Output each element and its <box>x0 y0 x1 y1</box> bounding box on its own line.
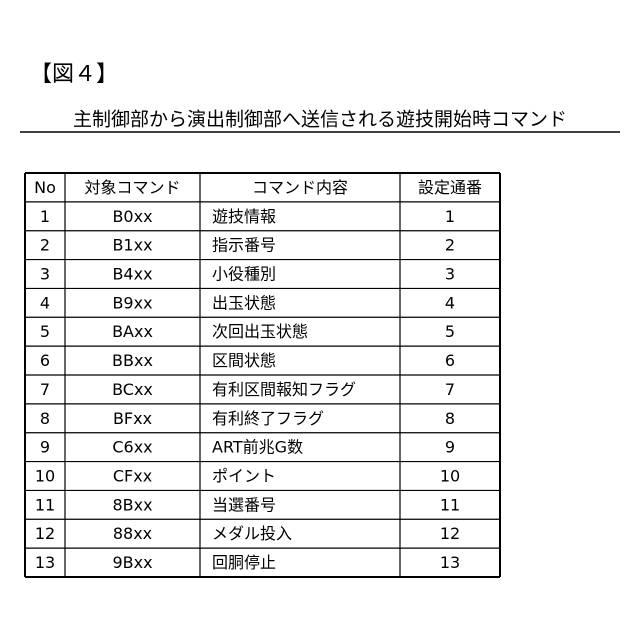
table-cell: 2 <box>445 236 455 255</box>
figure-label: 【図４】 <box>30 62 118 87</box>
header-cell: コマンド内容 <box>252 178 348 197</box>
table-cell: BFxx <box>113 409 152 428</box>
table-cell: BBxx <box>112 351 153 370</box>
table-cell: 有利区間報知フラグ <box>212 380 356 399</box>
table-cell: 小役種別 <box>212 265 276 284</box>
table-cell: 遊技情報 <box>212 207 276 226</box>
table-cell: B9xx <box>112 293 152 312</box>
table-cell: 8Bxx <box>112 495 152 514</box>
table-cell: 5 <box>40 322 50 341</box>
table-cell: 13 <box>440 553 460 572</box>
header-cell: No <box>34 178 56 197</box>
table-cell: 1 <box>40 207 50 226</box>
table-cell: 11 <box>35 495 55 514</box>
table-cell: 出玉状態 <box>212 293 276 312</box>
table-cell: 1 <box>445 207 455 226</box>
table-cell: 11 <box>440 495 460 514</box>
table-cell: 10 <box>35 467 55 486</box>
table-cell: ART前兆G数 <box>212 438 303 457</box>
table-cell: 指示番号 <box>212 236 276 255</box>
table-cell: 7 <box>445 380 455 399</box>
table-cell: BCxx <box>112 380 153 399</box>
table-cell: BAxx <box>112 322 153 341</box>
table-cell: 8 <box>40 409 50 428</box>
table-cell: 10 <box>440 467 460 486</box>
table-cell: ポイント <box>212 467 276 486</box>
table-cell: 2 <box>40 236 50 255</box>
table-cell: 9 <box>40 438 50 457</box>
table-cell: 区間状態 <box>212 351 276 370</box>
table-cell: 回胴停止 <box>212 553 276 572</box>
table-cell: 8 <box>445 409 455 428</box>
table-cell: 4 <box>445 293 455 312</box>
table-cell: B4xx <box>112 265 152 284</box>
table-cell: 有利終了フラグ <box>212 409 324 428</box>
table-cell: 13 <box>35 553 55 572</box>
table-cell: B0xx <box>112 207 152 226</box>
table-cell: 12 <box>440 524 460 543</box>
table-cell: メダル投入 <box>212 524 292 543</box>
table-cell: 5 <box>445 322 455 341</box>
header-cell: 対象コマンド <box>84 178 180 197</box>
table-cell: 3 <box>445 265 455 284</box>
table-cell: 9Bxx <box>112 553 152 572</box>
table-cell: 88xx <box>113 524 152 543</box>
header-cell: 設定通番 <box>418 178 482 197</box>
table-cell: 4 <box>40 293 50 312</box>
table-cell: 6 <box>40 351 50 370</box>
title: 主制御部から演出制御部へ送信される遊技開始時コマンド <box>73 109 567 131</box>
table-cell: B1xx <box>112 236 152 255</box>
table-cell: C6xx <box>112 438 152 457</box>
table-cell: 3 <box>40 265 50 284</box>
table-cell: 7 <box>40 380 50 399</box>
table-cell: 12 <box>35 524 55 543</box>
table-cell: 次回出玉状態 <box>212 322 308 341</box>
table-cell: 9 <box>445 438 455 457</box>
table-cell: CFxx <box>113 467 152 486</box>
table-cell: 6 <box>445 351 455 370</box>
table-cell: 当選番号 <box>212 495 276 514</box>
